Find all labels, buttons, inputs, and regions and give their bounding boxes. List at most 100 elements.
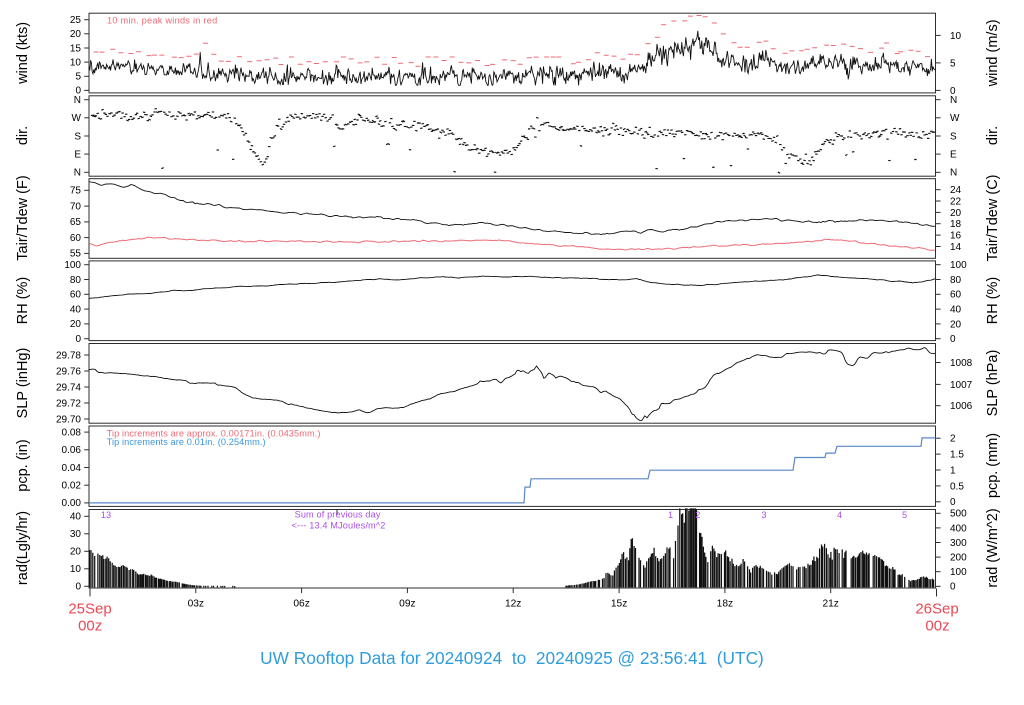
svg-text:20: 20 — [70, 319, 82, 330]
svg-text:pcp. (in): pcp. (in) — [15, 439, 31, 491]
svg-text:29.76: 29.76 — [56, 366, 81, 377]
svg-text:20: 20 — [70, 547, 82, 558]
svg-text:29.78: 29.78 — [56, 350, 81, 361]
svg-text:N: N — [74, 168, 81, 179]
svg-text:Tip increments are approx. 0.0: Tip increments are approx. 0.00171in. (0… — [107, 429, 321, 439]
svg-text:70: 70 — [70, 201, 82, 212]
svg-text:E: E — [74, 149, 81, 160]
svg-text:29.70: 29.70 — [56, 414, 81, 425]
svg-text:<--- 13.4 MJoules/m^2: <--- 13.4 MJoules/m^2 — [292, 521, 386, 531]
svg-text:25Sep: 25Sep — [68, 601, 111, 618]
svg-text:rad(Lgly/hr): rad(Lgly/hr) — [15, 511, 31, 585]
svg-text:dir.: dir. — [985, 126, 1001, 145]
svg-text:75: 75 — [70, 186, 82, 197]
svg-text:E: E — [950, 150, 957, 161]
svg-text:18: 18 — [950, 219, 962, 230]
svg-text:300: 300 — [950, 538, 967, 549]
svg-text:29.74: 29.74 — [56, 382, 81, 393]
svg-text:SLP (hPa): SLP (hPa) — [985, 350, 1001, 417]
svg-text:60: 60 — [950, 290, 962, 301]
svg-text:25: 25 — [70, 15, 82, 26]
svg-text:0.08: 0.08 — [62, 427, 82, 438]
svg-text:15: 15 — [70, 43, 82, 54]
svg-text:0: 0 — [950, 497, 956, 508]
svg-text:1007: 1007 — [950, 380, 973, 391]
svg-text:2: 2 — [695, 510, 700, 520]
svg-text:N: N — [950, 168, 957, 179]
svg-text:3: 3 — [761, 510, 766, 520]
svg-text:16: 16 — [950, 231, 962, 242]
svg-text:0.5: 0.5 — [950, 481, 964, 492]
svg-text:pcp. (mm): pcp. (mm) — [985, 433, 1001, 498]
svg-text:55: 55 — [70, 249, 82, 260]
svg-text:40: 40 — [70, 304, 82, 315]
svg-text:1008: 1008 — [950, 358, 973, 369]
svg-text:SLP (inHg): SLP (inHg) — [15, 348, 31, 419]
svg-text:S: S — [74, 131, 81, 142]
svg-text:0: 0 — [950, 582, 956, 593]
svg-text:wind (m/s): wind (m/s) — [985, 19, 1001, 87]
svg-text:15z: 15z — [611, 599, 627, 610]
svg-text:03z: 03z — [188, 599, 204, 610]
svg-text:400: 400 — [950, 523, 967, 534]
svg-text:500: 500 — [950, 509, 967, 520]
svg-text:10: 10 — [70, 564, 82, 575]
svg-text:80: 80 — [950, 275, 962, 286]
svg-text:5: 5 — [902, 510, 907, 520]
svg-text:N: N — [74, 95, 81, 106]
svg-text:0.06: 0.06 — [62, 445, 82, 456]
svg-text:0: 0 — [75, 582, 81, 593]
svg-text:W: W — [72, 113, 82, 124]
svg-text:0: 0 — [75, 86, 81, 97]
svg-text:W: W — [950, 113, 960, 124]
svg-text:100: 100 — [950, 260, 967, 271]
svg-text:0.00: 0.00 — [62, 498, 82, 509]
svg-text:Tair/Tdew (C): Tair/Tdew (C) — [985, 174, 1001, 261]
svg-text:5: 5 — [75, 72, 81, 83]
svg-text:22: 22 — [950, 196, 962, 207]
svg-text:wind (kts): wind (kts) — [15, 22, 31, 85]
svg-text:00z: 00z — [925, 618, 949, 635]
svg-text:100: 100 — [64, 260, 81, 271]
svg-text:dir.: dir. — [15, 126, 31, 145]
svg-text:14: 14 — [950, 242, 962, 253]
svg-text:30: 30 — [70, 529, 82, 540]
svg-text:Tair/Tdew (F): Tair/Tdew (F) — [15, 175, 31, 260]
svg-text:5: 5 — [950, 58, 956, 69]
svg-text:rad (W/m^2): rad (W/m^2) — [985, 508, 1001, 587]
svg-text:N: N — [950, 95, 957, 106]
svg-text:20: 20 — [950, 208, 962, 219]
svg-text:06z: 06z — [293, 599, 309, 610]
svg-text:20: 20 — [950, 319, 962, 330]
svg-text:40: 40 — [950, 305, 962, 316]
svg-text:0: 0 — [950, 334, 956, 345]
svg-text:0: 0 — [950, 86, 956, 97]
svg-text:13: 13 — [101, 510, 111, 520]
svg-text:21z: 21z — [822, 599, 838, 610]
svg-text:09z: 09z — [399, 599, 415, 610]
svg-text:18z: 18z — [717, 599, 733, 610]
svg-text:10 min. peak winds in red: 10 min. peak winds in red — [107, 16, 217, 26]
svg-text:4: 4 — [837, 510, 842, 520]
svg-text:100: 100 — [950, 567, 967, 578]
svg-text:UW Rooftop Data for 20240924: UW Rooftop Data for 20240924 to 20240925… — [260, 648, 764, 668]
svg-text:0.04: 0.04 — [62, 463, 82, 474]
svg-text:26Sep: 26Sep — [915, 601, 958, 618]
svg-text:1: 1 — [950, 465, 956, 476]
svg-text:10: 10 — [70, 57, 82, 68]
svg-text:80: 80 — [70, 275, 82, 286]
svg-text:RH (%): RH (%) — [15, 277, 31, 325]
svg-text:2: 2 — [950, 434, 956, 445]
svg-text:10: 10 — [950, 31, 962, 42]
svg-text:200: 200 — [950, 553, 967, 564]
svg-text:12z: 12z — [505, 599, 521, 610]
svg-text:1.5: 1.5 — [950, 450, 964, 461]
svg-text:65: 65 — [70, 217, 82, 228]
svg-text:60: 60 — [70, 290, 82, 301]
svg-text:0: 0 — [75, 334, 81, 345]
svg-text:24: 24 — [950, 185, 962, 196]
svg-text:40: 40 — [70, 512, 82, 523]
svg-text:0.02: 0.02 — [62, 481, 82, 492]
svg-text:00z: 00z — [78, 618, 102, 635]
svg-text:Sum of previous day: Sum of previous day — [295, 510, 381, 520]
